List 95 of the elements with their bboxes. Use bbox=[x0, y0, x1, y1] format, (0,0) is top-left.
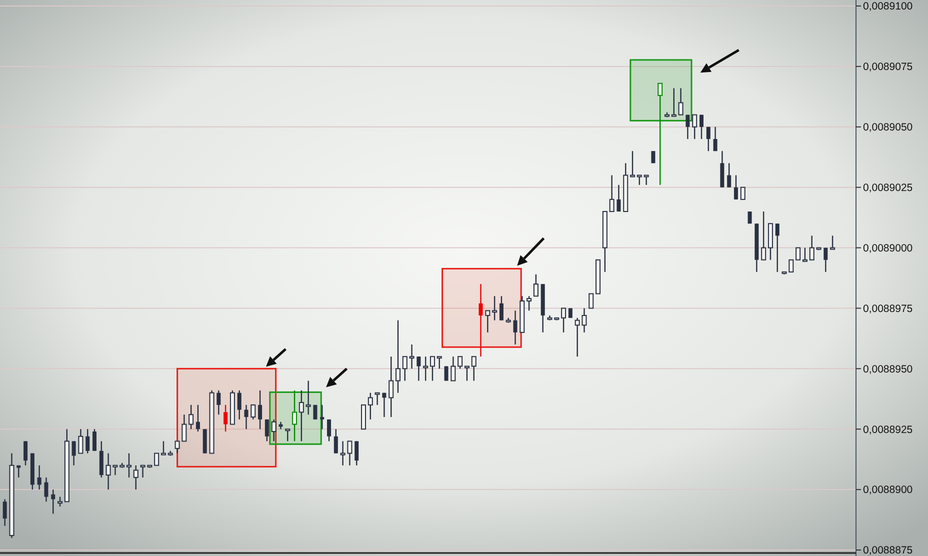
candlestick bbox=[713, 126, 718, 152]
candlestick bbox=[561, 308, 566, 333]
candlestick bbox=[216, 390, 221, 416]
candlestick bbox=[402, 356, 408, 382]
candlestick bbox=[368, 392, 373, 420]
candlestick bbox=[395, 320, 400, 394]
candlestick bbox=[374, 392, 380, 406]
y-tick-label: 0,0089050 bbox=[863, 122, 913, 134]
candlestick bbox=[285, 428, 290, 442]
candlestick bbox=[464, 366, 470, 382]
candlestick bbox=[616, 184, 621, 212]
candlestick bbox=[471, 356, 476, 382]
candlestick bbox=[775, 223, 780, 273]
y-tick-label: 0,0088900 bbox=[863, 484, 913, 496]
candlestick bbox=[86, 428, 90, 454]
candlestick bbox=[2, 498, 7, 526]
candlestick bbox=[430, 356, 435, 382]
candlestick bbox=[478, 283, 483, 358]
candlestick bbox=[436, 356, 442, 370]
candlestick bbox=[271, 418, 276, 442]
candlestick bbox=[237, 390, 242, 420]
candlestick bbox=[727, 162, 732, 188]
candlestick bbox=[636, 174, 642, 186]
candlestick bbox=[133, 464, 138, 490]
candlestick bbox=[37, 464, 42, 490]
candlestick bbox=[526, 296, 532, 312]
y-tick-label: 0,0089000 bbox=[863, 242, 913, 254]
candlestick bbox=[224, 404, 228, 432]
candlestick bbox=[313, 404, 318, 420]
candlestick bbox=[458, 356, 463, 370]
candlestick bbox=[126, 452, 132, 478]
candlestick bbox=[533, 274, 538, 297]
candlestick bbox=[499, 296, 504, 321]
candlestick bbox=[51, 488, 56, 514]
candlestick bbox=[802, 247, 808, 262]
candlestick bbox=[416, 356, 421, 382]
y-tick-label: 0,0088975 bbox=[863, 302, 913, 315]
candlestick bbox=[258, 390, 262, 430]
y-tick-label: 0,0089075 bbox=[863, 61, 913, 74]
candlestick bbox=[409, 344, 414, 370]
candlestick bbox=[160, 440, 166, 456]
candlestick bbox=[188, 404, 194, 430]
candlestick bbox=[734, 174, 738, 200]
candlestick bbox=[388, 356, 394, 418]
candlestick bbox=[830, 235, 836, 250]
candlestick bbox=[154, 452, 160, 466]
candlestick bbox=[320, 404, 324, 430]
candlestick bbox=[630, 150, 636, 178]
candlestick bbox=[292, 390, 298, 442]
candlestick bbox=[651, 150, 656, 164]
candlestick bbox=[244, 404, 248, 430]
candlestick bbox=[824, 247, 828, 273]
candlestick bbox=[513, 310, 518, 346]
candlestick bbox=[196, 404, 200, 432]
candlestick bbox=[250, 404, 256, 420]
y-tick-label: 0,0088950 bbox=[863, 363, 913, 376]
candlestick bbox=[306, 380, 311, 416]
candlestick bbox=[748, 210, 752, 224]
candlestick bbox=[72, 440, 76, 466]
candlestick bbox=[382, 392, 386, 418]
candlestick bbox=[644, 174, 649, 186]
candlestick bbox=[327, 418, 332, 442]
candlestick bbox=[298, 390, 304, 442]
candlestick bbox=[78, 428, 84, 454]
candlestick bbox=[588, 293, 594, 309]
candlestick bbox=[444, 366, 448, 382]
y-tick-label: 0,0089100 bbox=[863, 0, 913, 13]
y-tick-label: 0,0089025 bbox=[863, 182, 913, 194]
candlestick bbox=[692, 114, 698, 140]
candlestick bbox=[568, 308, 572, 318]
candlestick bbox=[492, 296, 498, 321]
candlestick bbox=[740, 186, 746, 200]
candlestick bbox=[354, 440, 359, 466]
candlestick bbox=[706, 126, 710, 152]
candlestick bbox=[450, 356, 456, 382]
candlestick bbox=[24, 440, 28, 466]
candlestick bbox=[686, 114, 690, 140]
y-tick-label: 0,0088925 bbox=[863, 424, 913, 436]
candlestick bbox=[92, 428, 96, 452]
candlestick bbox=[671, 88, 676, 117]
candlestick bbox=[264, 418, 269, 442]
y-tick-label: 0,0088875 bbox=[863, 544, 913, 556]
candlestick bbox=[44, 476, 48, 502]
candlestick bbox=[699, 114, 704, 140]
candlestick bbox=[58, 496, 63, 508]
candlestick bbox=[334, 428, 338, 454]
candlestick bbox=[796, 247, 801, 260]
candlestick bbox=[678, 88, 684, 116]
candlestick bbox=[485, 310, 490, 333]
candlestick bbox=[16, 464, 21, 478]
candlestick bbox=[609, 174, 614, 212]
candlestick bbox=[761, 210, 766, 260]
candlestick bbox=[809, 235, 814, 260]
candlestick bbox=[423, 356, 428, 382]
candlestick bbox=[658, 82, 663, 186]
